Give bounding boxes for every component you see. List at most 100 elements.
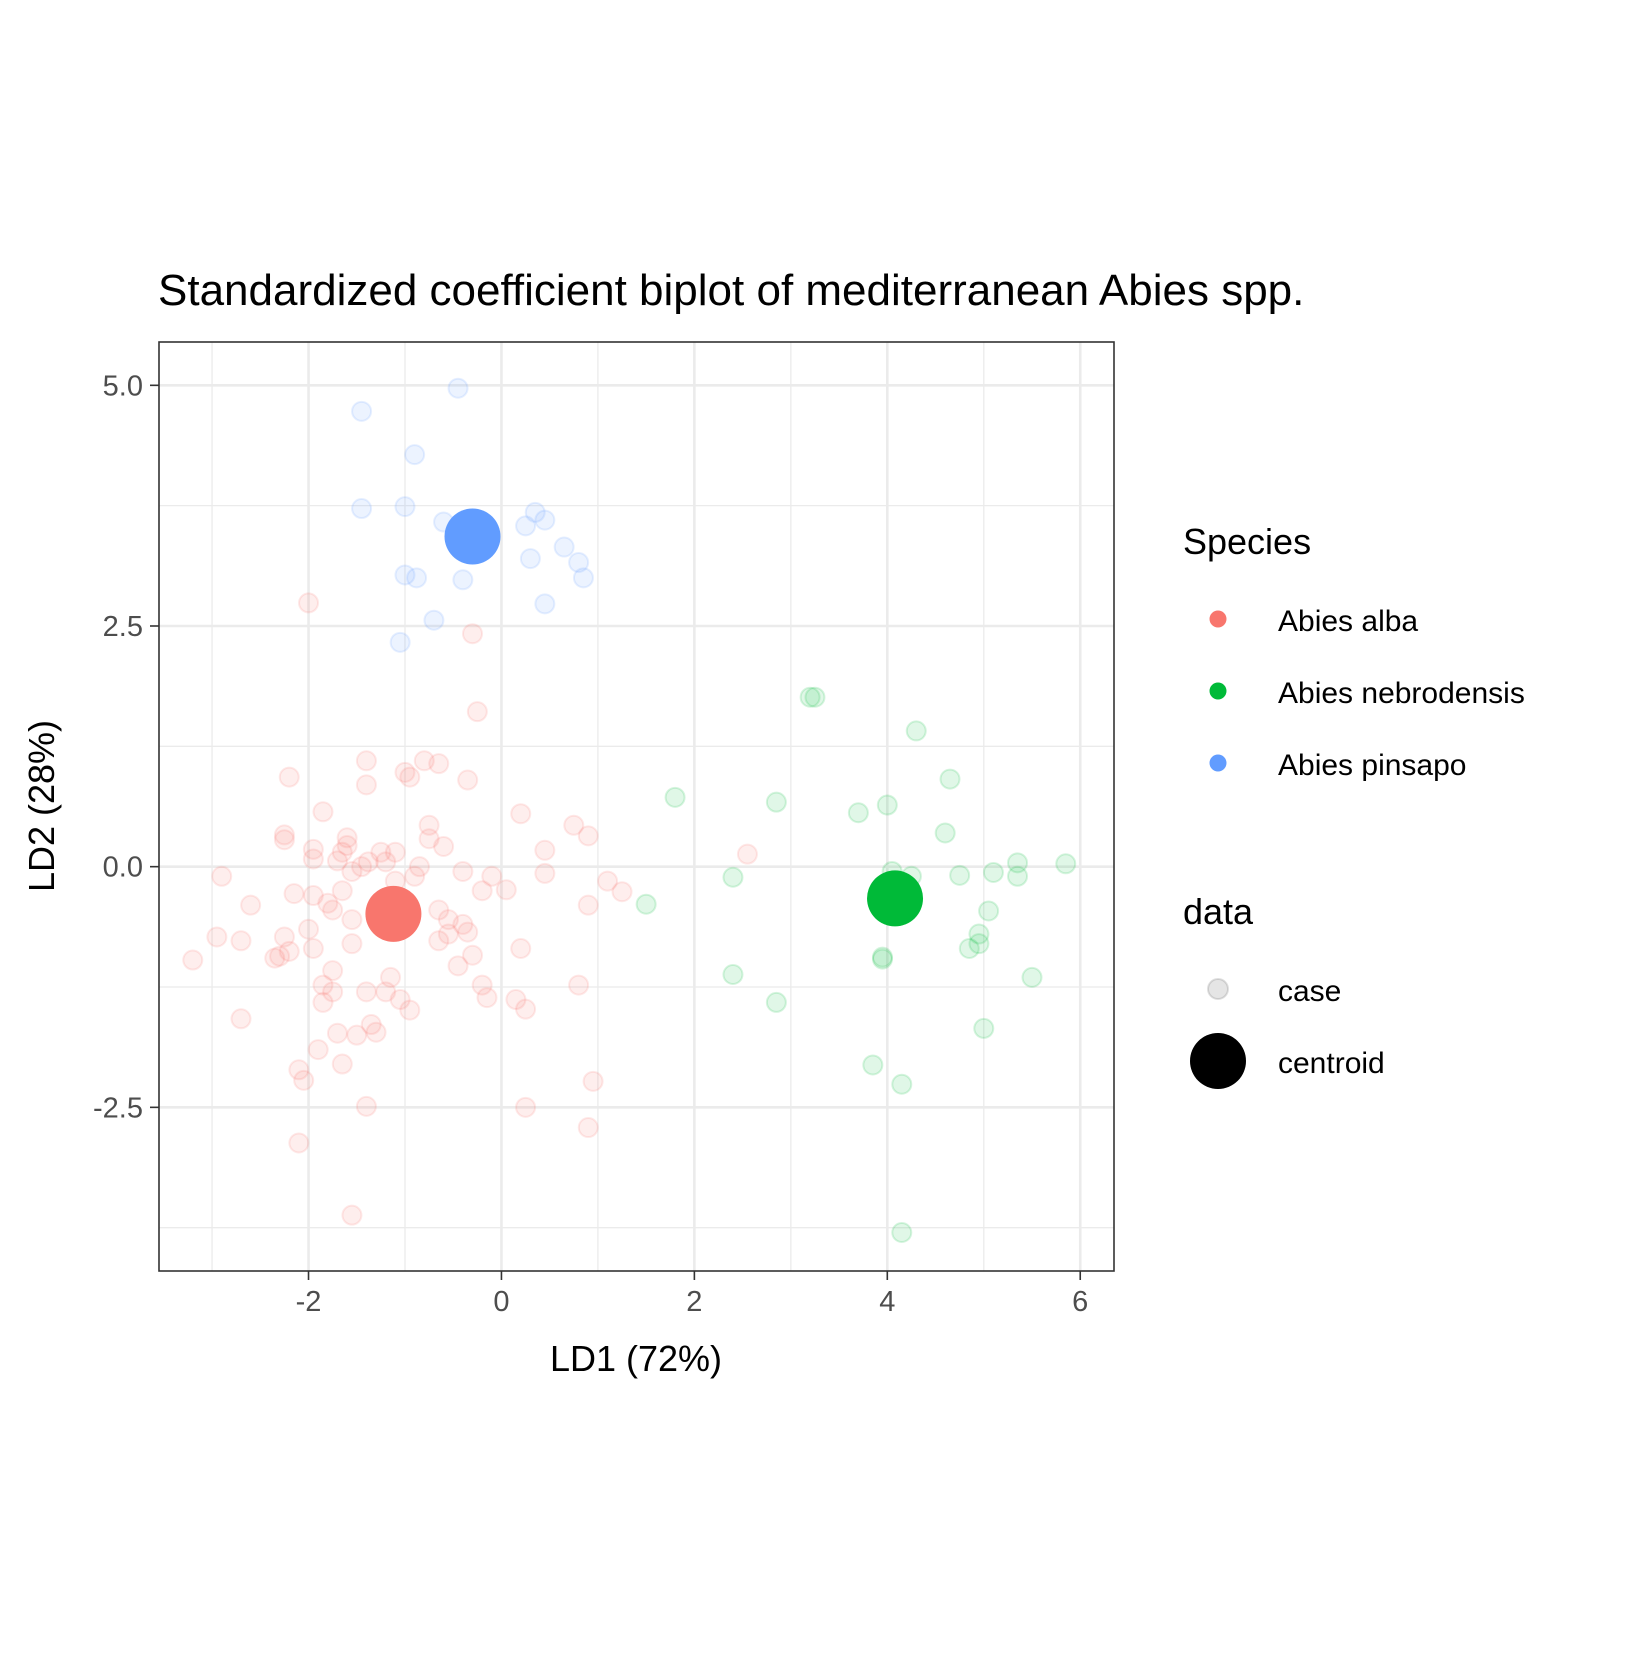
case-point-abies-alba [534, 862, 556, 884]
case-point-abies-alba [293, 1069, 315, 1091]
axis-layer: -2 0 2 4 6 -2.5 0.0 2.5 5.0 [93, 370, 1088, 1318]
case-point-abies-alba [278, 940, 300, 962]
case-point-abies-nebrodensis [968, 933, 990, 955]
case-point-abies-alba [389, 989, 411, 1011]
case-point-abies-pinsapo [524, 501, 546, 523]
legend-label-abies-nebrodensis: Abies nebrodensis [1278, 677, 1525, 710]
case-point-abies-pinsapo [452, 569, 474, 591]
case-point-abies-alba [375, 851, 397, 873]
case-point-abies-alba [355, 774, 377, 796]
case-point-abies-pinsapo [534, 593, 556, 615]
case-point-abies-alba [452, 913, 474, 935]
case-point-abies-alba [428, 930, 450, 952]
case-point-abies-alba [351, 856, 373, 878]
case-point-abies-alba [404, 865, 426, 887]
case-point-abies-nebrodensis [973, 1017, 995, 1039]
case-point-abies-pinsapo [389, 631, 411, 653]
chart-title: Standardized coefficient biplot of medit… [158, 266, 1304, 315]
case-point-abies-alba [437, 909, 459, 931]
case-point-abies-nebrodensis [722, 963, 744, 985]
case-point-abies-alba [298, 592, 320, 614]
case-point-abies-alba [336, 834, 358, 856]
legend-species-title: Species [1183, 521, 1311, 562]
x-tick-label: -2 [296, 1286, 322, 1318]
case-point-abies-nebrodensis [635, 893, 657, 915]
case-point-abies-alba [563, 814, 585, 836]
case-point-abies-nebrodensis [949, 864, 971, 886]
case-point-abies-nebrodensis [722, 866, 744, 888]
case-point-abies-nebrodensis [905, 720, 927, 742]
legend-label-case: case [1278, 975, 1341, 1008]
case-point-abies-alba [312, 991, 334, 1013]
case-point-abies-alba [355, 750, 377, 772]
legend-key-centroid [1190, 1033, 1246, 1089]
x-axis-title: LD1 (72%) [550, 1338, 722, 1379]
case-point-abies-nebrodensis [958, 937, 980, 959]
case-point-abies-nebrodensis [799, 686, 821, 708]
case-point-abies-alba [418, 828, 440, 850]
case-point-abies-alba [269, 945, 291, 967]
case-point-abies-pinsapo [404, 444, 426, 466]
case-point-abies-alba [476, 987, 498, 1009]
case-point-abies-alba [380, 966, 402, 988]
y-tick-label: -2.5 [93, 1092, 143, 1124]
case-point-abies-nebrodensis [765, 791, 787, 813]
case-point-abies-nebrodensis [891, 1073, 913, 1095]
case-point-abies-alba [230, 1008, 252, 1030]
case-point-abies-alba [283, 883, 305, 905]
case-point-abies-nebrodensis [765, 991, 787, 1013]
centroid-point-abies-nebrodensis [867, 870, 924, 927]
points-layer [182, 377, 1077, 1243]
case-point-abies-alba [264, 947, 286, 969]
case-point-abies-pinsapo [447, 377, 469, 399]
case-point-abies-alba [466, 701, 488, 723]
case-point-abies-alba [457, 921, 479, 943]
case-point-abies-alba [341, 909, 363, 931]
case-point-abies-alba [510, 803, 532, 825]
y-tick-label: 2.5 [103, 611, 143, 643]
centroid-point-abies-alba [365, 885, 422, 942]
case-point-abies-alba [457, 769, 479, 791]
x-tick-label: 6 [1072, 1286, 1088, 1318]
case-point-abies-alba [341, 860, 363, 882]
y-tick-label: 5.0 [103, 370, 143, 402]
case-point-abies-alba [326, 1022, 348, 1044]
case-point-abies-alba [428, 753, 450, 775]
case-point-abies-alba [288, 1132, 310, 1154]
case-point-abies-alba [418, 814, 440, 836]
case-point-abies-alba [302, 848, 324, 870]
case-point-abies-nebrodensis [871, 948, 893, 970]
case-point-abies-alba [408, 856, 430, 878]
case-point-abies-alba [515, 998, 537, 1020]
case-point-abies-pinsapo [553, 536, 575, 558]
legend-key-abies-nebrodensis [1209, 682, 1227, 700]
case-point-abies-alba [302, 885, 324, 907]
legend-label-abies-alba: Abies alba [1278, 605, 1418, 638]
case-point-abies-alba [428, 899, 450, 921]
case-point-abies-alba [534, 839, 556, 861]
case-point-abies-alba [331, 880, 353, 902]
case-point-abies-alba [331, 1053, 353, 1075]
case-point-abies-nebrodensis [968, 923, 990, 945]
case-point-abies-alba [322, 960, 344, 982]
case-point-abies-alba [365, 1021, 387, 1043]
case-point-abies-nebrodensis [804, 686, 826, 708]
legend-data-title: data [1183, 891, 1254, 932]
case-point-abies-alba [273, 926, 295, 948]
case-point-abies-pinsapo [406, 567, 428, 589]
case-point-abies-nebrodensis [871, 946, 893, 968]
case-point-abies-alba [341, 933, 363, 955]
x-tick-label: 2 [686, 1286, 702, 1318]
case-point-abies-alba [357, 851, 379, 873]
case-point-abies-alba [510, 937, 532, 959]
plot-panel-border [158, 341, 1115, 1272]
legend-key-abies-pinsapo [1209, 754, 1227, 772]
case-point-abies-alba [515, 1096, 537, 1118]
case-point-abies-nebrodensis [934, 822, 956, 844]
case-point-abies-alba [375, 981, 397, 1003]
case-point-abies-alba [399, 999, 421, 1021]
case-point-abies-alba [302, 838, 324, 860]
case-point-abies-alba [211, 865, 233, 887]
case-point-abies-alba [577, 894, 599, 916]
